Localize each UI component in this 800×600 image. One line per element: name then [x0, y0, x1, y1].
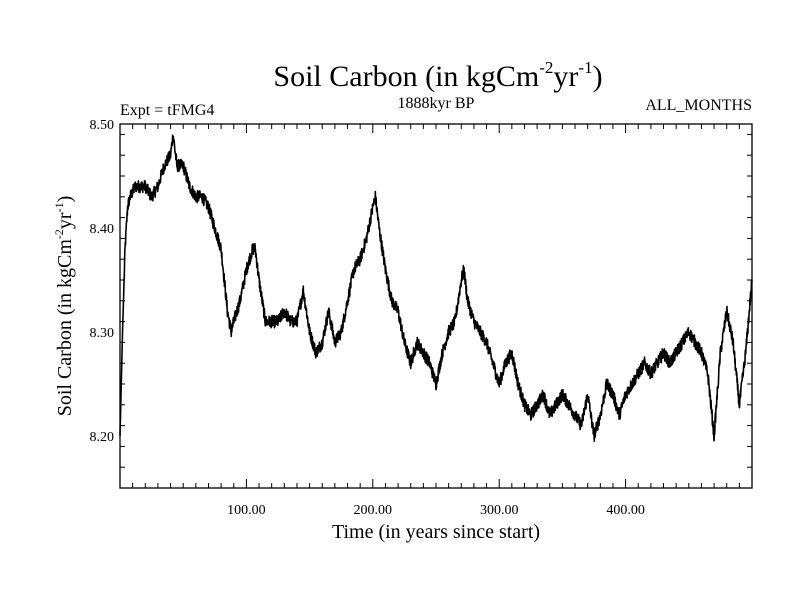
experiment-label: Expt = tFMG4: [120, 102, 214, 119]
x-tick-label: 400.00: [606, 503, 645, 518]
y-axis-label-mid: yr: [54, 212, 76, 229]
y-tick-label: 8.40: [90, 222, 115, 237]
x-axis-label: Time (in years since start): [332, 521, 540, 543]
time-period-label: 1888kyr BP: [398, 95, 475, 112]
plot-frame: [119, 123, 753, 489]
series-line-soil-carbon: [119, 134, 753, 442]
y-axis-label: Soil Carbon (in kgCm-2yr-1): [52, 196, 76, 417]
chart-title-end: ): [593, 60, 603, 93]
x-tick-label: 100.00: [227, 503, 266, 518]
chart-title-sup2: -1: [578, 58, 592, 77]
chart-title-mid: yr: [553, 60, 578, 93]
chart-title-base: Soil Carbon (in kgCm: [273, 60, 539, 93]
y-axis-label-sup2: -1: [52, 202, 66, 212]
y-tick-label: 8.50: [90, 118, 115, 133]
chart-title-sup1: -2: [539, 58, 553, 77]
x-tick-label: 300.00: [480, 503, 519, 518]
y-tick-label: 8.20: [90, 430, 115, 445]
y-axis-label-sup1: -2: [52, 229, 66, 239]
months-label: ALL_MONTHS: [645, 97, 752, 114]
x-tick-label: 200.00: [354, 503, 393, 518]
y-axis-label-end: ): [54, 196, 76, 203]
y-axis-label-base: Soil Carbon (in kgCm: [54, 239, 76, 417]
axis-tick-labels: 100.00 200.00 300.00 400.00 8.20 8.30 8.40 8.50: [90, 118, 645, 518]
y-tick-label: 8.30: [90, 326, 115, 341]
axis-ticks: [120, 124, 752, 488]
chart-title: Soil Carbon (in kgCm-2yr-1): [273, 58, 602, 93]
